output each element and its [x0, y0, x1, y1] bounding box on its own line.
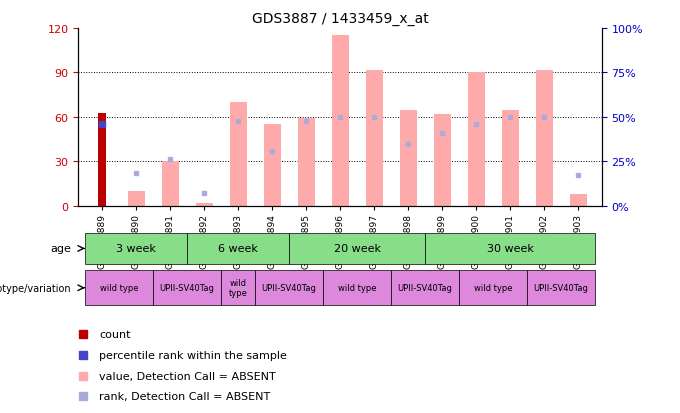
Text: UPII-SV40Tag: UPII-SV40Tag: [398, 284, 452, 292]
Bar: [85, 233, 187, 265]
Bar: [391, 271, 459, 306]
Bar: [85, 271, 153, 306]
Text: rank, Detection Call = ABSENT: rank, Detection Call = ABSENT: [99, 392, 271, 401]
Bar: [196, 204, 212, 206]
Bar: [434, 115, 450, 206]
Bar: [298, 119, 314, 206]
Bar: [153, 271, 221, 306]
Text: wild
type: wild type: [228, 278, 248, 298]
Text: 6 week: 6 week: [218, 244, 258, 254]
Bar: [221, 271, 255, 306]
Text: GDS3887 / 1433459_x_at: GDS3887 / 1433459_x_at: [252, 12, 428, 26]
Text: percentile rank within the sample: percentile rank within the sample: [99, 350, 287, 360]
Text: 20 week: 20 week: [333, 244, 381, 254]
Bar: [98, 113, 106, 206]
Text: UPII-SV40Tag: UPII-SV40Tag: [262, 284, 316, 292]
Text: genotype/variation: genotype/variation: [0, 283, 71, 293]
Bar: [366, 70, 382, 206]
Bar: [570, 195, 586, 206]
Bar: [255, 271, 323, 306]
Bar: [289, 233, 425, 265]
Text: 30 week: 30 week: [487, 244, 533, 254]
Bar: [162, 162, 178, 206]
Text: count: count: [99, 330, 131, 339]
Text: wild type: wild type: [474, 284, 512, 292]
Bar: [527, 271, 595, 306]
Bar: [230, 103, 246, 206]
Bar: [332, 36, 348, 206]
Text: 3 week: 3 week: [116, 244, 156, 254]
Bar: [323, 271, 391, 306]
Text: value, Detection Call = ABSENT: value, Detection Call = ABSENT: [99, 371, 276, 381]
Bar: [459, 271, 527, 306]
Text: UPII-SV40Tag: UPII-SV40Tag: [534, 284, 588, 292]
Text: wild type: wild type: [338, 284, 376, 292]
Text: UPII-SV40Tag: UPII-SV40Tag: [160, 284, 214, 292]
Bar: [425, 233, 595, 265]
Text: wild type: wild type: [100, 284, 138, 292]
Bar: [400, 110, 416, 206]
Bar: [187, 233, 289, 265]
Bar: [264, 125, 280, 206]
Bar: [468, 73, 484, 206]
Bar: [502, 110, 518, 206]
Bar: [536, 70, 552, 206]
Bar: [128, 192, 144, 206]
Text: age: age: [50, 244, 71, 254]
